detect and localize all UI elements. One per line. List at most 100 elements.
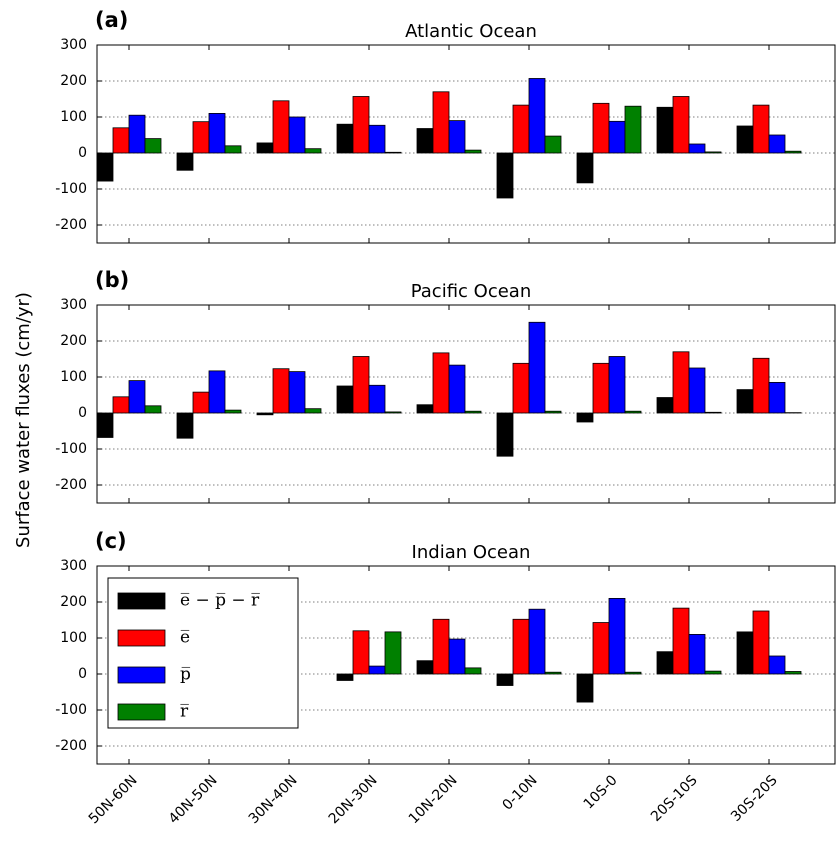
bar [528,321,546,414]
bar [208,370,226,414]
legend-swatch [117,703,166,721]
bar [224,409,242,414]
bar [656,651,674,675]
x-tick-label: 50N-60N [86,772,141,827]
y-tick-label: 0 [78,145,87,161]
bar [304,148,322,154]
bar [752,357,770,414]
chart-title: Indian Ocean [412,542,531,563]
bar [352,630,370,675]
bar [256,142,274,154]
bar [688,143,706,154]
bar [432,352,450,414]
y-tick-label: -200 [55,738,87,754]
bar [352,356,370,414]
panel-label: (a) [95,8,128,32]
bar [352,96,370,154]
chart-title: Pacific Ocean [411,281,532,302]
plot-frame [96,565,836,765]
y-tick-label: -200 [55,217,87,233]
bar [544,135,562,154]
bar [528,78,546,154]
y-tick-label: 300 [60,297,87,313]
y-tick-label: 200 [60,333,87,349]
bar [512,618,530,675]
bar [512,362,530,414]
bar [384,151,402,154]
bar [768,655,786,675]
bar [624,410,642,414]
bar [96,152,114,182]
bar [448,364,466,414]
bar [192,391,210,414]
x-tick-label: 10S-0 [581,772,621,812]
bar [672,96,690,154]
y-tick-label: -100 [55,181,87,197]
bar [576,152,594,184]
x-tick-label: 30S-20S [728,772,781,825]
bar [784,150,802,154]
bar [432,618,450,675]
bar [144,405,162,414]
bar [464,667,482,675]
bar [304,408,322,414]
plot-frame [96,44,836,244]
y-tick-label: 0 [78,405,87,421]
bar [368,124,386,154]
bar [544,410,562,414]
plot-frame [96,304,836,504]
bar [336,673,354,681]
bar [272,100,290,154]
bar [112,127,130,154]
legend-swatch [117,629,166,647]
bar [592,362,610,414]
bar [128,114,146,154]
bar [384,411,402,414]
bar [672,351,690,414]
bar [608,598,626,675]
y-tick-label: -200 [55,477,87,493]
bar [192,121,210,154]
bar [624,671,642,675]
bar [464,410,482,414]
bar [688,367,706,414]
legend-label: r̅ [180,702,189,722]
bar [224,145,242,154]
bar [704,411,722,414]
y-tick-label: 0 [78,666,87,682]
bar [464,149,482,154]
y-tick-label: 100 [60,369,87,385]
bar [592,102,610,154]
x-tick-label: 0-10N [499,772,540,813]
legend-label: p̅ [180,665,191,685]
y-tick-label: -100 [55,702,87,718]
bar [144,138,162,154]
bar [288,116,306,154]
bar [544,671,562,675]
bar [576,673,594,703]
panel-label: (b) [95,268,129,292]
bar [384,631,402,675]
y-tick-label: 300 [60,558,87,574]
x-tick-label: 40N-50N [166,772,221,827]
y-tick-label: 200 [60,594,87,610]
x-tick-label: 10N-20N [406,772,461,827]
bar [496,412,514,457]
bar [656,397,674,414]
bar [416,660,434,675]
bar [448,638,466,675]
bar [256,412,274,416]
bar [272,368,290,414]
bar [624,105,642,154]
bar [576,412,594,423]
bar [752,610,770,675]
bar [176,412,194,439]
y-axis-label: Surface water fluxes (cm/yr) [13,292,34,548]
bar [736,631,754,675]
y-tick-label: 200 [60,73,87,89]
bar [688,634,706,675]
bar [368,665,386,675]
bar [528,608,546,675]
bar [208,113,226,154]
bar [432,91,450,154]
